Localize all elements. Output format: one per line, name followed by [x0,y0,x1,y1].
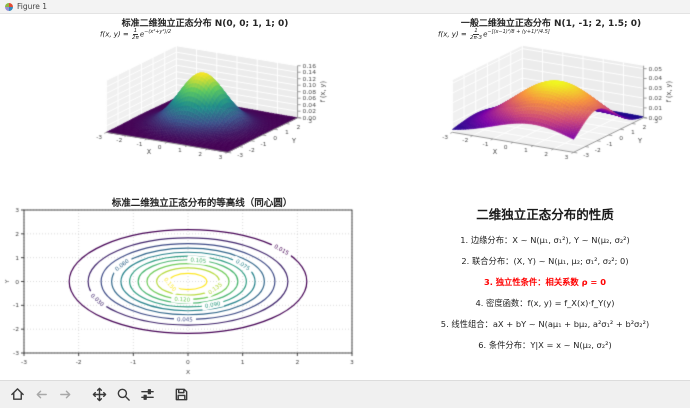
configure-subplots-button[interactable] [136,384,158,406]
formula-prefix: f(x, y) = [100,30,129,39]
save-icon [175,388,187,401]
forward-button[interactable] [54,384,76,406]
formula-exponent: −(x²+y²)/2 [144,29,172,36]
window-title: Figure 1 [17,2,48,11]
properties-heading: 二维独立正态分布的性质 [476,207,614,222]
configure-subplots-icon [140,389,154,400]
formula-prefix: f(x, y) = [438,30,467,39]
save-button[interactable] [170,384,192,406]
property-line-1: 1. 边缘分布：X ~ N(μ₁, σ₁²), Y ~ N(μ₂, σ₂²) [460,235,630,245]
properties-panel: 二维独立正态分布的性质 1. 边缘分布：X ~ N(μ₁, σ₁²), Y ~ … [402,196,688,374]
property-line-5: 5. 线性组合：aX + bY ~ N(aμ₁ + bμ₂, a²σ₁² + b… [440,319,650,329]
formula-base: e [139,30,145,39]
forward-icon [59,390,70,399]
navigation-toolbar [0,380,690,408]
property-line-6: 6. 条件分布：Y|X = x ~ N(μ₂, σ₂²) [478,340,612,350]
formula-denominator: 2π [132,35,139,42]
general-surface-formula: f(x, y) = 1 2π·3 e−[(x−1)²/8 + (y+1)²/4.5] [438,28,550,41]
zoom-icon [117,388,130,401]
window-titlebar: Figure 1 [0,0,690,14]
property-line-2: 2. 联合分布：(X, Y) ~ N(μ₁, μ₂; σ₁², σ₂²; 0) [461,256,629,266]
contour-plot: 标准二维独立正态分布的等高线（同心圆） [2,193,402,379]
formula-numerator: 1 [132,28,139,36]
general-surface-canvas[interactable] [418,40,684,196]
standard-surface-canvas[interactable] [72,40,338,196]
general-surface-plot: 一般二维独立正态分布 N(1, -1; 2, 1.5; 0) f(x, y) =… [418,14,684,196]
matplotlib-logo-icon [5,2,13,11]
pan-icon [92,387,106,402]
formula-fraction: 1 2π·3 [470,28,482,41]
standard-surface-formula: f(x, y) = 1 2π e−(x²+y²)/2 [100,28,171,41]
formula-fraction: 1 2π [132,28,139,41]
formula-base: e [483,30,488,39]
contour-canvas[interactable] [2,205,402,378]
formula-exponent: −[(x−1)²/8 + (y+1)²/4.5] [487,29,550,36]
back-button[interactable] [30,384,52,406]
property-line-4: 4. 密度函数：f(x, y) = f_X(x)·f_Y(y) [475,298,615,308]
home-icon [10,388,24,400]
contour-title: 标准二维独立正态分布的等高线（同心圆） [111,198,293,209]
home-button[interactable] [6,384,28,406]
zoom-button[interactable] [112,384,134,406]
standard-surface-title: 标准二维独立正态分布 N(0, 0; 1, 1; 0) [121,19,289,29]
pan-button[interactable] [88,384,110,406]
formula-denominator: 2π·3 [470,35,483,42]
property-line-3: 3. 独立性条件：相关系数 ρ = 0 [483,277,607,287]
general-surface-title: 一般二维独立正态分布 N(1, -1; 2, 1.5; 0) [460,19,642,29]
formula-numerator: 1 [473,28,479,36]
back-icon [36,390,47,399]
